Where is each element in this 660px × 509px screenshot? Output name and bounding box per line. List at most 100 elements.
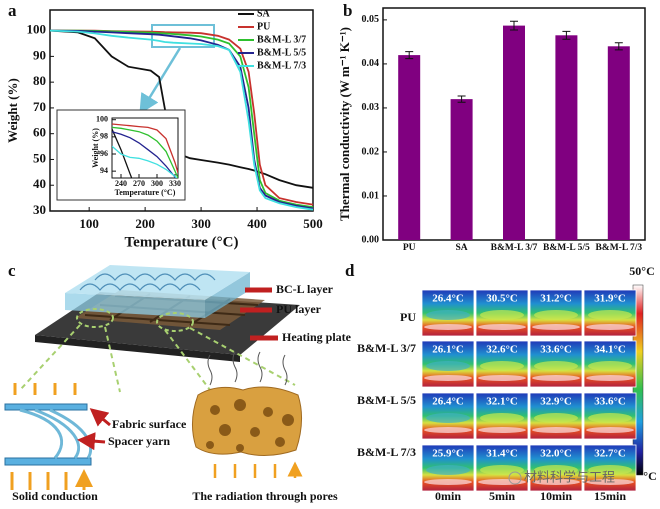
plot-frame — [111, 117, 179, 179]
time-label: 0min — [435, 489, 461, 503]
schematic — [4, 265, 302, 490]
time-label: 15min — [594, 489, 626, 503]
temperature: 32.1°C — [486, 396, 518, 408]
temperature: 31.4°C — [486, 448, 518, 460]
panel-label: c — [8, 261, 16, 280]
y-tick-label: 0.00 — [362, 234, 380, 245]
x-tick-label: B&M-L 7/3 — [595, 243, 642, 253]
legend-label: SA — [257, 8, 271, 19]
legend-label: B&M-L 3/7 — [257, 34, 306, 45]
row-label: PU — [400, 310, 416, 324]
temperature: 33.6°C — [540, 344, 572, 356]
temperature: 26.4°C — [432, 293, 464, 305]
series-line — [49, 29, 314, 210]
x-tick-label: 270 — [133, 179, 145, 188]
y-tick-label: 70 — [33, 99, 46, 114]
y-tick-label: 0.02 — [362, 146, 380, 157]
thermal-stripe — [480, 465, 524, 475]
x-tick-label: 200 — [135, 216, 155, 231]
temperature: 33.6°C — [594, 396, 626, 408]
x-tick-label: 400 — [247, 216, 267, 231]
panel-label: a — [8, 1, 17, 20]
error-bar — [614, 42, 623, 51]
legend-label: PU — [257, 21, 270, 32]
thermal-stripe — [534, 413, 578, 423]
x-tick-label: B&M-L 3/7 — [491, 243, 538, 253]
series-line — [49, 29, 314, 189]
temperature: 26.1°C — [432, 344, 464, 356]
y-tick-label: 100 — [96, 115, 108, 124]
y-tick-label: 0.05 — [362, 14, 380, 25]
x-tick-label: 330 — [169, 179, 181, 188]
legend-label: B&M-L 7/3 — [257, 60, 306, 71]
scale-max: 50°C — [629, 264, 654, 278]
series-line — [112, 128, 133, 178]
thermal-stripe — [586, 427, 634, 433]
x-tick-label: SA — [456, 243, 468, 253]
series-line — [112, 123, 178, 174]
bar — [607, 46, 630, 241]
plot-frame — [49, 9, 314, 212]
y-tick-label: 60 — [33, 125, 46, 140]
thermal-stripe — [586, 479, 634, 485]
y-tick-label: 50 — [33, 150, 46, 165]
x-tick-label: PU — [403, 243, 416, 253]
bar — [398, 55, 421, 240]
thermal-stripe — [588, 310, 632, 320]
thermal-stripe — [480, 310, 524, 320]
zoom-arrow — [139, 47, 182, 115]
x-tick-label: 100 — [79, 216, 99, 231]
y-axis-label: Weight (%) — [91, 128, 100, 168]
thermal-stripe — [478, 427, 526, 433]
y-axis-label: Thermal conductivity (W m⁻¹ K⁻¹) — [337, 27, 352, 221]
y-tick-label: 30 — [33, 202, 46, 217]
temperature: 26.4°C — [432, 396, 464, 408]
row-label: B&M-L 5/5 — [357, 393, 416, 407]
callout: Spacer yarn — [108, 434, 170, 448]
time-label: 10min — [540, 489, 572, 503]
row-label: B&M-L 3/7 — [357, 341, 416, 355]
x-tick-label: 500 — [303, 216, 323, 231]
error-bar — [457, 95, 466, 103]
thermal-stripe — [424, 427, 472, 433]
watermark-icon — [508, 471, 522, 485]
thermal-stripe — [588, 465, 632, 475]
row-label: B&M-L 7/3 — [357, 445, 416, 459]
y-tick-label: 100 — [27, 22, 47, 37]
thermal-stripe — [478, 375, 526, 381]
temperature: 31.9°C — [594, 293, 626, 305]
thermal-stripe — [586, 324, 634, 330]
callout: Heating plate — [282, 330, 352, 344]
series-line — [112, 145, 178, 178]
thermal-stripe — [588, 361, 632, 371]
thermal-stripe — [478, 324, 526, 330]
y-axis-label: Weight (%) — [5, 78, 20, 143]
temperature: 31.2°C — [540, 293, 572, 305]
thermal-stripe — [424, 375, 472, 381]
temperature: 34.1°C — [594, 344, 626, 356]
y-tick-label: 0.04 — [362, 58, 380, 69]
thermal-stripe — [480, 361, 524, 371]
thermal-stripe — [426, 310, 470, 320]
x-axis-label: Temperature (°C) — [115, 188, 176, 197]
thermal-stripe — [424, 324, 472, 330]
temperature: 25.9°C — [432, 448, 464, 460]
y-tick-label: 90 — [33, 47, 46, 62]
watermark: 材料科学与工程 — [524, 470, 615, 486]
thermal-stripe — [588, 413, 632, 423]
error-bar — [562, 30, 571, 40]
y-tick-label: 94 — [100, 166, 108, 175]
temperature: 32.9°C — [540, 396, 572, 408]
thermal-stripe — [586, 375, 634, 381]
temperature: 32.6°C — [486, 344, 518, 356]
caption: Solid conduction — [12, 489, 98, 503]
thermal-stripe — [534, 465, 578, 475]
bar — [555, 35, 578, 241]
panel-label: d — [345, 261, 355, 280]
temperature: 32.7°C — [594, 448, 626, 460]
temperature: 30.5°C — [486, 293, 518, 305]
bar — [450, 99, 473, 240]
caption: The radiation through pores — [192, 489, 338, 503]
panel-label: b — [343, 1, 352, 20]
